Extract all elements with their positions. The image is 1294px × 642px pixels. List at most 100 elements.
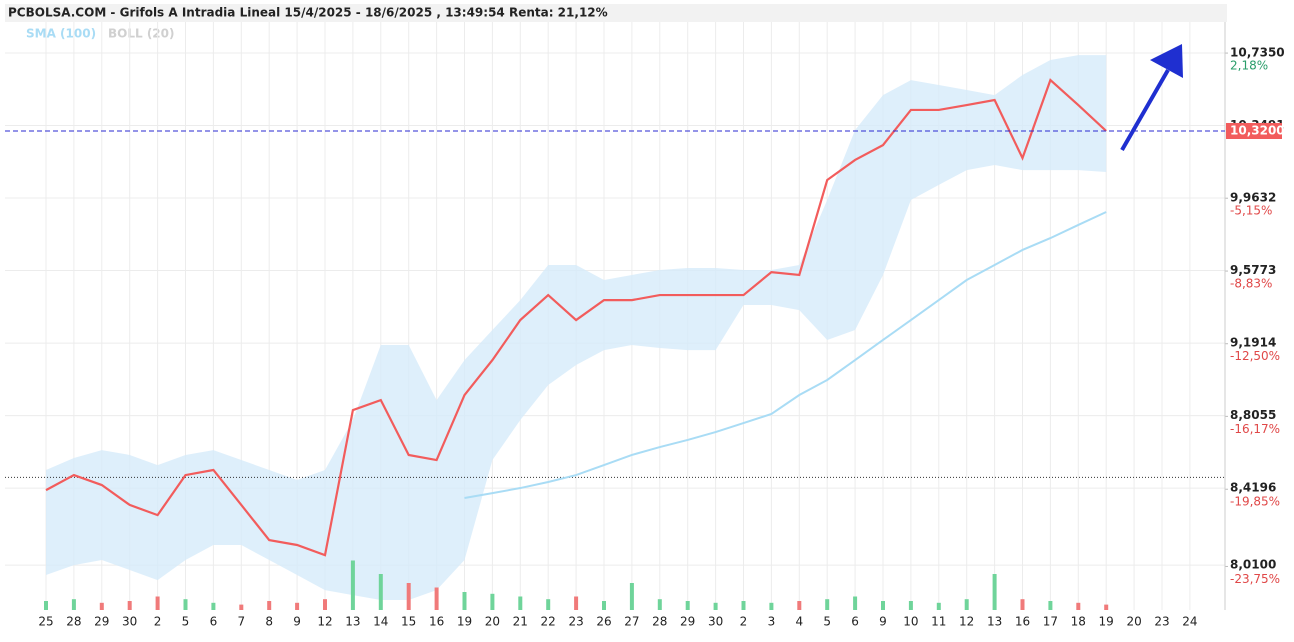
- x-tick-label: 20: [485, 615, 500, 629]
- sma-line: [464, 211, 1107, 499]
- volume-bar: [1076, 602, 1081, 610]
- y2-tick-label: -23,75%: [1230, 572, 1280, 586]
- x-tick-label: 20: [1126, 615, 1141, 629]
- volume-bar: [518, 596, 523, 610]
- x-tick-label: 10: [903, 615, 918, 629]
- volume-bar: [71, 599, 76, 610]
- x-tick-label: 14: [373, 615, 388, 629]
- volume-bar: [99, 602, 104, 610]
- volume-bar: [936, 602, 941, 610]
- x-tick-label: 19: [457, 615, 472, 629]
- x-tick-label: 9: [293, 615, 301, 629]
- x-tick-label: 16: [1015, 615, 1030, 629]
- y2-tick-label: -5,15%: [1230, 204, 1272, 218]
- y2-tick-label: -8,83%: [1230, 277, 1272, 291]
- x-tick-label: 19: [1099, 615, 1114, 629]
- x-tick-label: 25: [38, 615, 53, 629]
- x-tick-label: 11: [931, 615, 946, 629]
- volume-bar: [127, 601, 132, 610]
- volume-bar: [574, 596, 579, 610]
- volume-bar: [378, 574, 383, 610]
- x-tick-label: 12: [959, 615, 974, 629]
- x-tick-label: 17: [1043, 615, 1058, 629]
- x-tick-label: 26: [596, 615, 611, 629]
- volume-bar: [657, 599, 662, 610]
- volume-bar: [964, 599, 969, 610]
- volume-bar: [1020, 599, 1025, 610]
- x-tick-label: 23: [568, 615, 583, 629]
- last-price-box: [1226, 122, 1282, 139]
- volume-bar: [1048, 601, 1053, 610]
- volume-bar: [44, 601, 48, 610]
- y-tick-label: 9,1914: [1230, 336, 1276, 350]
- volume-bar: [434, 587, 439, 610]
- volume-bar: [239, 604, 244, 610]
- volume-bar: [323, 599, 327, 610]
- volume-bar: [406, 583, 411, 610]
- x-tick-label: 3: [768, 615, 776, 629]
- volume-bar: [211, 602, 216, 610]
- volume-bar: [825, 599, 830, 610]
- x-tick-label: 2: [154, 615, 162, 629]
- volume-bar: [685, 601, 690, 610]
- bollinger-band: [46, 55, 1107, 601]
- y-tick-label: 8,4196: [1230, 481, 1276, 495]
- volume-bar: [295, 602, 300, 610]
- legend-boll: BOLL (20): [108, 27, 175, 41]
- chart-title: PCBOLSA.COM - Grifols A Intradia Lineal …: [8, 6, 608, 20]
- x-tick-label: 5: [182, 615, 190, 629]
- x-tick-label: 27: [624, 615, 639, 629]
- volume-bar: [881, 601, 885, 610]
- volume-bar: [546, 599, 551, 610]
- x-tick-label: 16: [429, 615, 444, 629]
- volume-bar: [629, 583, 634, 610]
- x-tick-label: 13: [987, 615, 1002, 629]
- title-bar: [5, 4, 1227, 22]
- x-tick-label: 30: [122, 615, 137, 629]
- y-tick-label: 9,5773: [1230, 263, 1276, 277]
- volume-bar: [741, 601, 746, 610]
- x-tick-label: 24: [1182, 615, 1197, 629]
- volume-bar: [713, 602, 718, 610]
- x-tick-label: 18: [1071, 615, 1086, 629]
- y-tick-label: 8,0100: [1230, 558, 1276, 572]
- x-tick-label: 21: [513, 615, 528, 629]
- trend-arrow: [1120, 44, 1183, 151]
- y2-tick-label: -16,17%: [1230, 422, 1280, 436]
- x-tick-label: 4: [795, 615, 803, 629]
- x-tick-label: 13: [345, 615, 360, 629]
- y-tick-label: 8,8055: [1230, 408, 1276, 422]
- x-tick-label: 22: [541, 615, 556, 629]
- price-line: [45, 78, 1107, 557]
- last-price-label: 10,3200: [1230, 123, 1285, 137]
- volume-bar: [490, 593, 495, 610]
- x-tick-label: 6: [851, 615, 859, 629]
- x-tick-label: 28: [66, 615, 81, 629]
- y2-tick-label: -12,50%: [1230, 349, 1280, 363]
- x-tick-label: 23: [1154, 615, 1169, 629]
- volume-bar: [183, 599, 188, 610]
- y-tick-label: 9,9632: [1230, 191, 1276, 205]
- volume-bar: [992, 574, 997, 610]
- volume-bar: [462, 592, 467, 610]
- volume-bar: [350, 560, 355, 610]
- x-tick-label: 30: [708, 615, 723, 629]
- volume-bar: [769, 602, 774, 610]
- volume-bar: [155, 596, 160, 610]
- x-tick-label: 12: [317, 615, 332, 629]
- y2-tick-label: 2,18%: [1230, 59, 1268, 73]
- volume-bar: [797, 601, 802, 610]
- volume-bar: [908, 601, 913, 610]
- x-tick-label: 9: [879, 615, 887, 629]
- x-tick-label: 7: [237, 615, 245, 629]
- x-tick-label: 29: [94, 615, 109, 629]
- x-tick-label: 5: [823, 615, 831, 629]
- volume-bar: [1104, 604, 1109, 610]
- x-tick-label: 28: [652, 615, 667, 629]
- x-tick-label: 8: [265, 615, 273, 629]
- x-tick-label: 15: [401, 615, 416, 629]
- volume-bar: [602, 601, 606, 610]
- y-tick-label: 10,7350: [1230, 46, 1285, 60]
- y2-tick-label: -19,85%: [1230, 495, 1280, 509]
